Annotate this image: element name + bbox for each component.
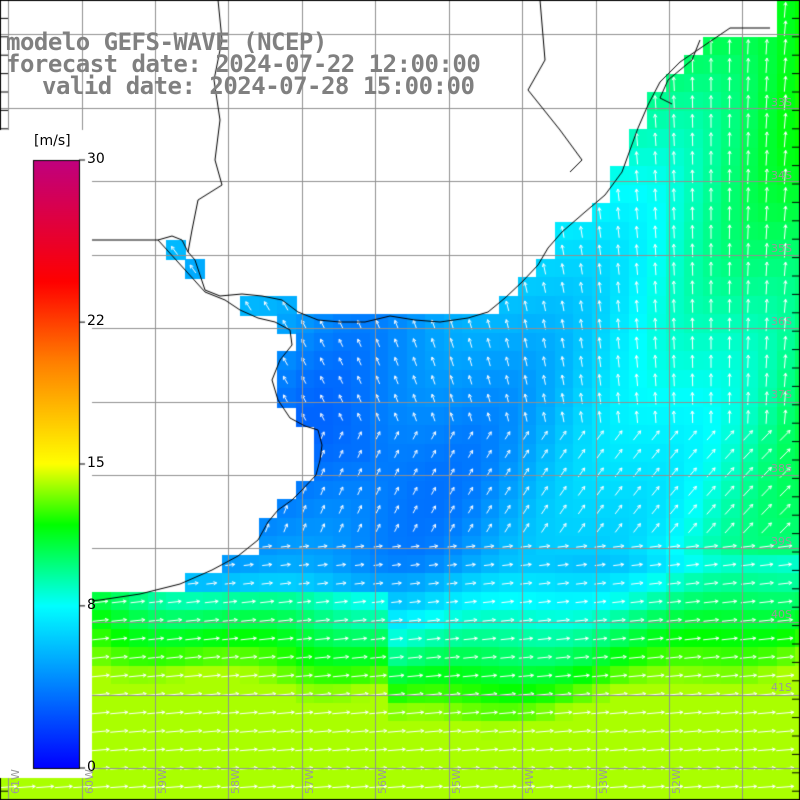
valid-date: valid date: 2024-07-28 15:00:00 xyxy=(42,72,475,100)
lat-label-39S: 39S xyxy=(771,535,792,548)
colorbar-tick-22: 22 xyxy=(87,313,105,330)
lon-label-59W: 59W xyxy=(156,769,169,794)
colorbar-tick-0: 0 xyxy=(87,759,96,775)
lat-label-36S: 36S xyxy=(771,315,792,328)
colorbar-tick-15: 15 xyxy=(87,455,105,471)
lon-label-53W: 53W xyxy=(597,769,610,794)
lat-label-38S: 38S xyxy=(771,462,792,475)
lat-label-40S: 40S xyxy=(771,608,792,621)
lat-label-37S: 37S xyxy=(771,388,792,401)
forecast-date: forecast date: 2024-07-22 12:00:00 xyxy=(6,50,481,78)
colorbar-tick-30: 30 xyxy=(87,151,105,167)
lon-label-61W: 61W xyxy=(9,769,22,794)
lon-label-54W: 54W xyxy=(523,769,536,794)
lat-label-33S: 33S xyxy=(771,96,792,109)
lon-label-60W: 60W xyxy=(83,769,96,794)
lon-label-55W: 55W xyxy=(450,769,463,794)
colorbar-unit: [m/s] xyxy=(34,133,71,149)
model-title: modelo GEFS-WAVE (NCEP) xyxy=(6,28,327,56)
lat-label-35S: 35S xyxy=(771,242,792,255)
lat-label-34S: 34S xyxy=(771,169,792,182)
lon-label-52W: 52W xyxy=(670,769,683,794)
lon-label-58W: 58W xyxy=(229,769,242,794)
lon-label-57W: 57W xyxy=(303,769,316,794)
colorbar-tick-8: 8 xyxy=(87,596,96,613)
lat-label-41S: 41S xyxy=(771,681,792,694)
lon-label-56W: 56W xyxy=(376,769,389,794)
